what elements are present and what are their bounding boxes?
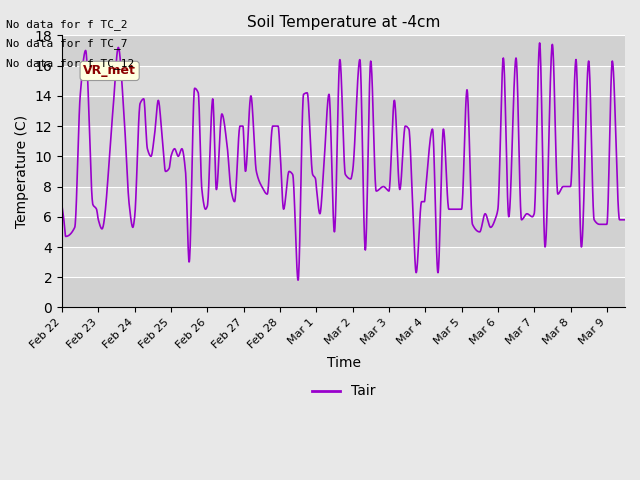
Legend: Tair: Tair <box>307 379 381 404</box>
Tair <box>87 167 95 173</box>
Tair <box>536 40 543 46</box>
Tair <box>605 167 612 173</box>
Bar <box>62 156 625 187</box>
Tair <box>605 155 613 160</box>
Text: No data for f TC_7: No data for f TC_7 <box>6 38 128 49</box>
Tair <box>502 115 509 120</box>
Bar <box>62 36 625 66</box>
Tair <box>58 204 66 209</box>
Tair <box>621 217 629 223</box>
Text: VR_met: VR_met <box>83 64 136 77</box>
Tair <box>294 277 302 283</box>
Bar <box>62 217 625 247</box>
Bar <box>62 277 625 308</box>
Tair <box>317 203 325 209</box>
Y-axis label: Temperature (C): Temperature (C) <box>15 115 29 228</box>
X-axis label: Time: Time <box>326 356 360 370</box>
Title: Soil Temperature at -4cm: Soil Temperature at -4cm <box>247 15 440 30</box>
Line: Tair: Tair <box>62 43 625 280</box>
Bar <box>62 96 625 126</box>
Text: No data for f TC_12: No data for f TC_12 <box>6 58 134 69</box>
Tair <box>332 192 340 198</box>
Text: No data for f TC_2: No data for f TC_2 <box>6 19 128 30</box>
